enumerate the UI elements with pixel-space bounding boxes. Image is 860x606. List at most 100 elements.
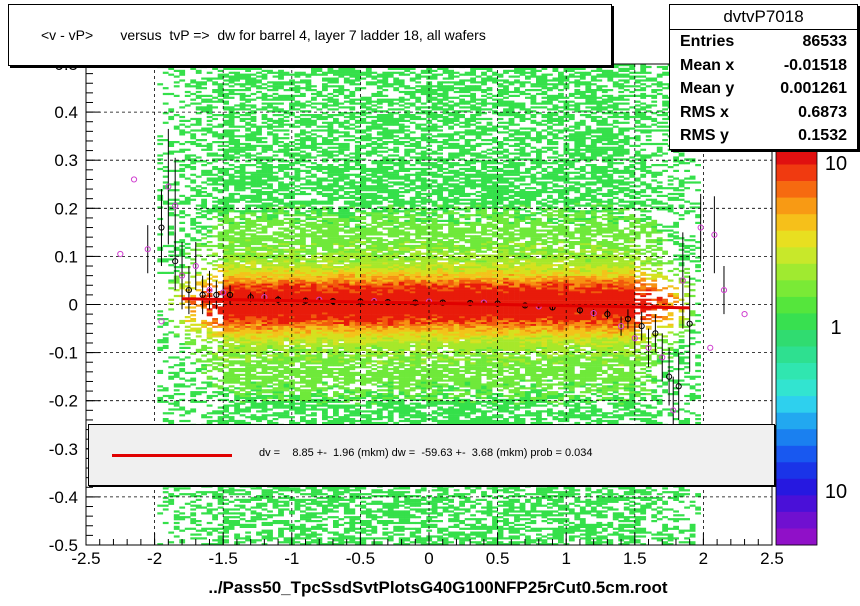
heatmap-cell — [322, 160, 328, 163]
heatmap-cell — [333, 293, 339, 296]
heatmap-cell — [343, 310, 350, 313]
heatmap-cell — [261, 102, 268, 105]
heatmap-cell — [206, 112, 213, 115]
heatmap-cell — [305, 123, 312, 126]
heatmap-cell — [283, 196, 290, 199]
heatmap-cell — [223, 256, 229, 259]
heatmap-cell — [289, 512, 295, 515]
heatmap-cell — [278, 252, 284, 255]
heatmap-cell — [300, 514, 306, 517]
heatmap-cell — [272, 246, 279, 249]
heatmap-cell — [305, 271, 312, 274]
heatmap-cell — [212, 196, 218, 199]
heatmap-cell — [294, 344, 301, 348]
heatmap-cell — [338, 385, 345, 388]
heatmap-cell — [201, 371, 207, 374]
heatmap-cell — [272, 341, 279, 344]
heatmap-cell — [228, 346, 235, 349]
heatmap-cell — [184, 83, 191, 86]
heatmap-cell — [333, 239, 339, 242]
heatmap-cell — [278, 219, 284, 222]
heatmap-cell — [283, 83, 290, 86]
heatmap-cell — [212, 267, 218, 271]
heatmap-cell — [305, 121, 312, 124]
heatmap-cell — [261, 521, 268, 525]
heatmap-cell — [217, 527, 224, 530]
heatmap-cell — [349, 493, 356, 496]
heatmap-cell — [256, 166, 262, 169]
heatmap-cell — [157, 139, 164, 142]
heatmap-cell — [327, 239, 334, 242]
heatmap-cell — [223, 173, 229, 176]
heatmap-cell — [333, 404, 339, 407]
heatmap-cell — [294, 227, 301, 230]
heatmap-cell — [333, 73, 339, 76]
heatmap-cell — [311, 137, 317, 140]
heatmap-cell — [212, 173, 218, 176]
heatmap-cell — [300, 302, 306, 305]
heatmap-cell — [250, 139, 257, 142]
heatmap-cell — [311, 329, 317, 332]
heatmap-cell — [305, 541, 312, 544]
heatmap-cell — [234, 533, 240, 536]
heatmap-cell — [228, 194, 235, 197]
heatmap-cell — [217, 541, 224, 544]
heatmap-cell — [272, 135, 279, 138]
heatmap-cell — [327, 183, 334, 186]
heatmap-cell — [250, 406, 257, 409]
heatmap-cell — [272, 293, 279, 296]
heatmap-cell — [234, 256, 240, 259]
heatmap-cell — [217, 358, 224, 361]
heatmap-cell — [278, 260, 284, 263]
heatmap-cell — [322, 323, 328, 326]
heatmap-cell — [234, 283, 240, 286]
heatmap-cell — [223, 294, 229, 298]
heatmap-cell — [316, 192, 323, 196]
heatmap-cell — [173, 404, 180, 407]
heatmap-cell — [223, 83, 229, 86]
heatmap-cell — [311, 368, 317, 371]
heatmap-cell — [157, 142, 164, 146]
heatmap-cell — [190, 327, 197, 330]
heatmap-cell — [311, 287, 317, 290]
heatmap-cell — [272, 348, 279, 351]
heatmap-cell — [256, 131, 262, 134]
heatmap-cell — [228, 119, 235, 122]
heatmap-cell — [250, 144, 257, 147]
heatmap-cell — [300, 283, 306, 286]
heatmap-cell — [338, 294, 345, 298]
heatmap-cell — [322, 293, 328, 296]
heatmap-cell — [179, 385, 186, 388]
heatmap-cell — [300, 146, 306, 149]
heatmap-cell — [333, 346, 339, 349]
heatmap-cell — [267, 419, 273, 423]
heatmap-cell — [338, 504, 345, 507]
heatmap-cell — [338, 144, 345, 147]
heatmap-cell — [184, 341, 191, 344]
heatmap-cell — [305, 373, 312, 376]
heatmap-cell — [261, 306, 268, 309]
heatmap-cell — [195, 369, 202, 373]
heatmap-cell — [239, 354, 246, 357]
heatmap-cell — [316, 319, 323, 323]
heatmap-cell — [311, 341, 317, 344]
heatmap-cell — [300, 104, 306, 107]
heatmap-cell — [157, 341, 164, 344]
heatmap-cell — [283, 129, 290, 132]
heatmap-cell — [223, 521, 229, 525]
heatmap-cell — [338, 335, 345, 338]
heatmap-cell — [267, 173, 273, 176]
heatmap-cell — [294, 308, 301, 311]
heatmap-cell — [206, 369, 213, 373]
heatmap-cell — [294, 208, 301, 211]
heatmap-cell — [305, 375, 312, 378]
heatmap-cell — [206, 229, 213, 232]
heatmap-cell — [316, 214, 323, 217]
heatmap-cell — [338, 229, 345, 232]
heatmap-cell — [239, 318, 246, 321]
heatmap-cell — [239, 369, 246, 373]
heatmap-cell — [311, 200, 317, 203]
heatmap-cell — [212, 77, 218, 80]
heatmap-cell — [311, 502, 317, 505]
heatmap-cell — [245, 196, 251, 199]
